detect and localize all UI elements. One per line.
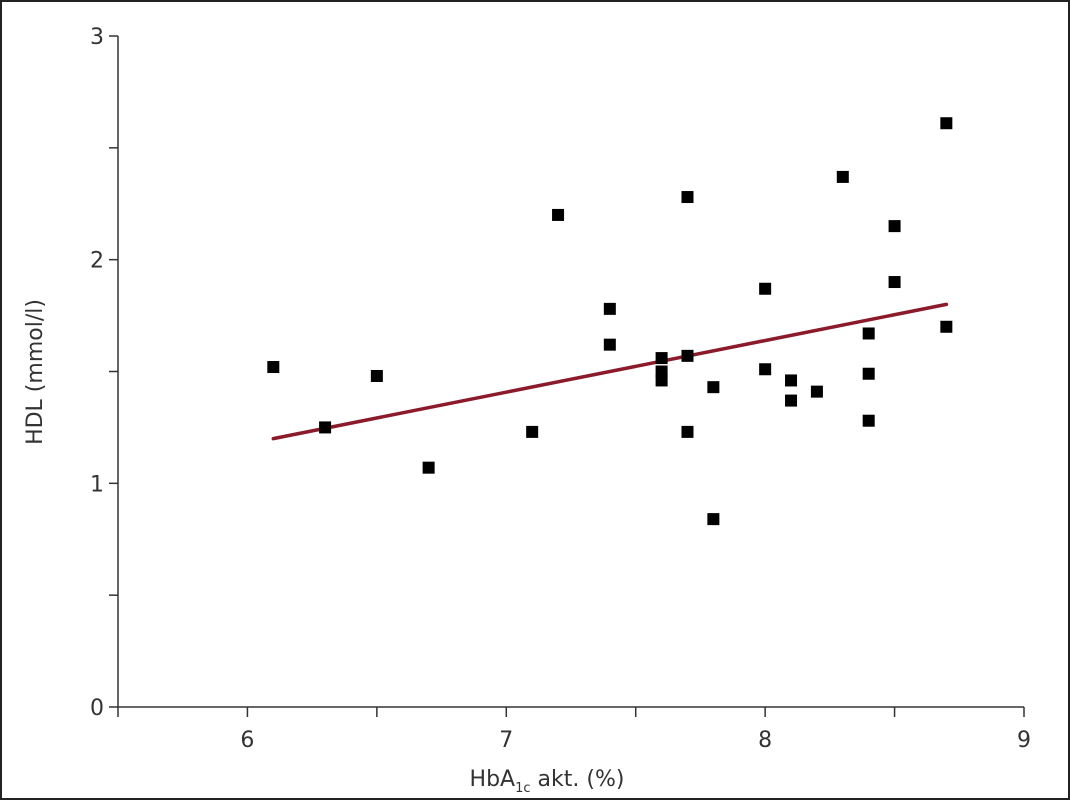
data-point (759, 282, 772, 295)
data-point (888, 220, 901, 233)
trend-line (271, 302, 949, 441)
data-point (655, 374, 668, 387)
x-axis-label-rest: akt. (%) (531, 767, 625, 792)
axes (117, 36, 1024, 708)
x-tick-label: 7 (499, 728, 513, 753)
data-point (785, 394, 798, 407)
data-point (422, 461, 435, 474)
data-point (526, 425, 539, 438)
x-tick-label: 8 (758, 728, 772, 753)
data-point (836, 170, 849, 183)
data-point (267, 361, 280, 374)
data-point (603, 338, 616, 351)
tick-labels: 0 1 2 3 6 7 8 9 (90, 25, 1031, 753)
data-point (655, 352, 668, 365)
y-tick-label: 1 (90, 472, 104, 497)
x-axis-label: HbA1c akt. (%) (470, 767, 625, 796)
data-point (681, 349, 694, 362)
data-point (940, 320, 953, 333)
data-point (552, 208, 565, 221)
data-point (862, 367, 875, 380)
ticks (109, 35, 1025, 717)
data-point (888, 276, 901, 289)
data-point (681, 425, 694, 438)
data-points (267, 117, 953, 526)
data-point (319, 421, 332, 434)
y-tick-label: 2 (90, 249, 104, 274)
y-axis-label: HDL (mmol/l) (23, 299, 48, 445)
data-point (862, 327, 875, 340)
data-point (707, 513, 720, 526)
data-point (681, 191, 694, 204)
x-tick-label: 6 (240, 728, 254, 753)
y-tick-label: 3 (90, 25, 104, 50)
data-point (785, 374, 798, 387)
data-point (707, 381, 720, 394)
y-tick-label: 0 (90, 696, 104, 721)
data-point (862, 414, 875, 427)
data-point (810, 385, 823, 398)
data-point (603, 302, 616, 315)
data-point (370, 369, 383, 382)
x-tick-label: 9 (1017, 728, 1031, 753)
x-axis-label-subscript: 1c (515, 781, 530, 796)
data-point (940, 117, 953, 130)
x-axis-label-main: HbA (470, 767, 516, 792)
data-point (759, 363, 772, 376)
